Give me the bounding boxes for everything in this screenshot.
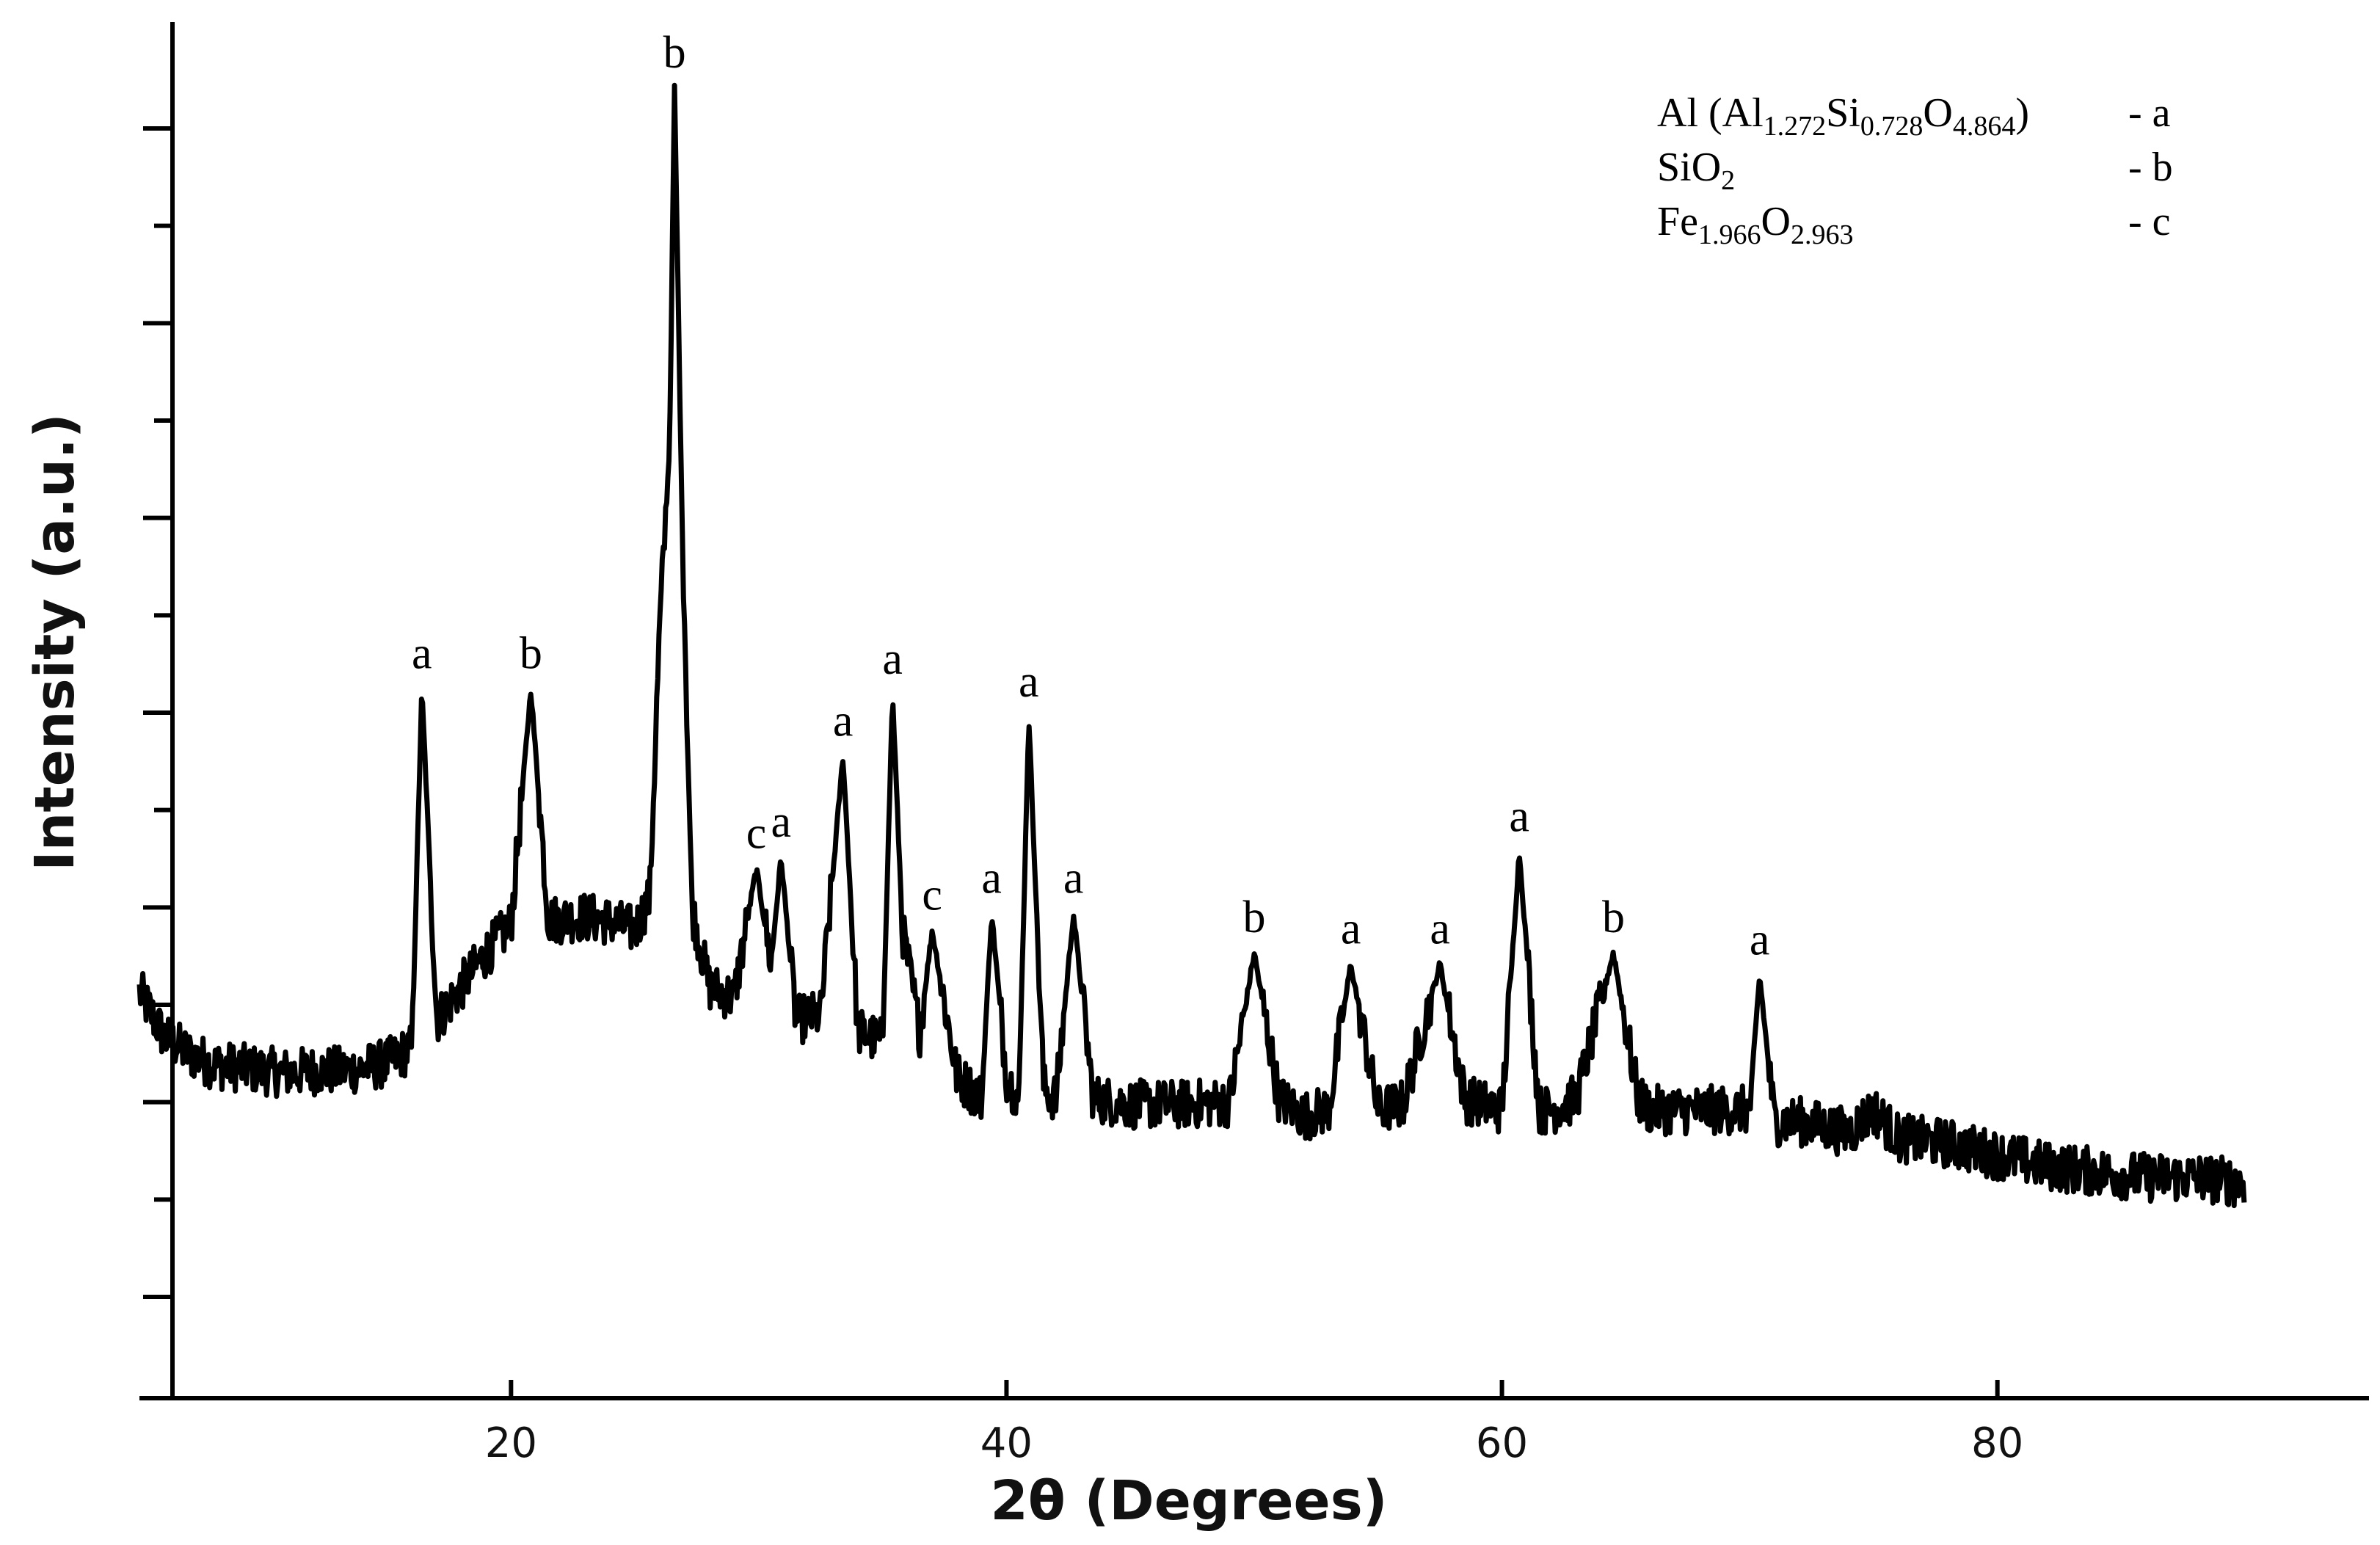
peak-label-a: a [1019, 657, 1039, 707]
peak-label-a: a [1063, 854, 1084, 904]
legend-c-text: Fe [1657, 199, 1698, 244]
legend: Al (Al1.272Si0.728O4.864) - a SiO2 - b F… [1657, 90, 2173, 250]
y-axis-ticks [143, 126, 172, 1299]
x-tick-label: 40 [980, 1419, 1033, 1467]
x-axis-ticks: 20 40 60 80 [485, 1380, 2023, 1467]
peak-label-a: a [882, 634, 903, 684]
peak-label-a: a [1430, 904, 1450, 953]
peak-label-a: a [833, 696, 854, 746]
x-tick-label: 80 [1971, 1419, 2023, 1467]
legend-a-mid2: O [1923, 90, 1952, 136]
legend-entry-a: Al (Al1.272Si0.728O4.864) [1657, 90, 2029, 142]
peak-label-c: c [746, 808, 767, 858]
legend-a-mid1: Si [1826, 90, 1860, 136]
legend-a-sub3: 4.864 [1953, 111, 2016, 142]
legend-a-sub1: 1.272 [1764, 111, 1827, 142]
peak-label-b: b [1243, 893, 1266, 942]
legend-c-sub1: 1.966 [1698, 219, 1761, 250]
x-tick-label: 60 [1476, 1419, 1528, 1467]
peak-label-a: a [771, 797, 792, 847]
legend-entry-c: Fe1.966O2.963 [1657, 199, 1853, 250]
xrd-pattern-line [137, 82, 2247, 1209]
legend-c-mid1: O [1761, 199, 1791, 244]
x-tick-label: 20 [485, 1419, 537, 1467]
legend-b-text: SiO [1657, 145, 1721, 190]
peak-label-a: a [1341, 904, 1361, 953]
peak-label-c: c [922, 870, 942, 920]
peak-label-a: a [981, 854, 1002, 904]
legend-key-b: - b [2128, 145, 2173, 190]
peak-label-b: b [1602, 893, 1625, 942]
peak-label-a: a [1750, 915, 1770, 965]
legend-b-sub1: 2 [1721, 165, 1735, 196]
peak-label-a: a [1509, 791, 1529, 841]
peak-label-a: a [412, 629, 432, 679]
x-axis-title: 2θ (Degrees) [990, 1469, 1387, 1533]
legend-entry-b: SiO2 [1657, 145, 1735, 196]
peak-label-b: b [663, 28, 686, 78]
y-axis-title: Intensity (a.u.) [23, 413, 87, 871]
peak-label-b: b [520, 629, 542, 679]
legend-a-text: Al (Al [1657, 90, 1764, 136]
legend-a-tail: ) [2015, 90, 2029, 136]
legend-c-sub2: 2.963 [1791, 219, 1854, 250]
legend-key-a: - a [2128, 90, 2171, 136]
legend-a-sub2: 0.728 [1860, 111, 1924, 142]
legend-key-c: - c [2128, 199, 2171, 244]
